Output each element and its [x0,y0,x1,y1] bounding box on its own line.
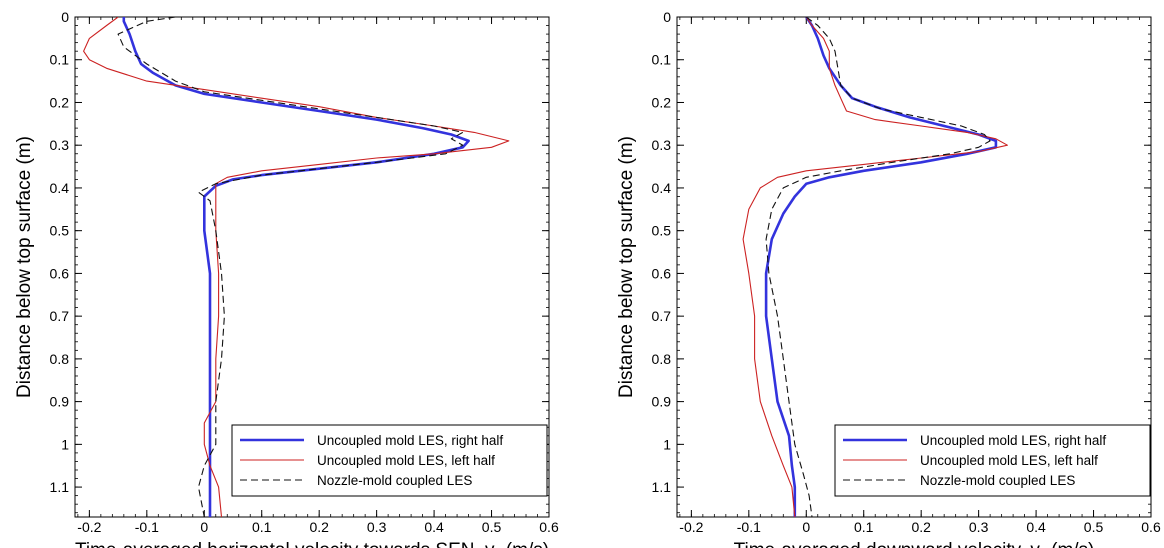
y-tick-label: 0.5 [652,223,672,239]
x-tick-label: -0.1 [135,519,159,535]
y-tick-label: 0.2 [50,94,70,110]
x-tick-label: 0.4 [1026,519,1046,535]
x-tick-label: 0.3 [367,519,387,535]
series-line-2 [117,17,464,517]
chart-downward-velocity: -0.2 -0.1 0 0.1 0.2 0.3 0.4 0.5 0.6 0 0.1 0.2 0.3 0.4… [616,9,1161,548]
legend-label-2: Nozzle-mold coupled LES [317,473,472,488]
y-tick-label: 0 [663,9,671,25]
y-tick-label: 0.1 [50,52,70,68]
y-tick-label: 0.9 [652,394,672,410]
y-tick-label: 0.2 [652,94,672,110]
y-axis-label: Distance below top surface (m) [616,136,637,398]
series-line-1 [83,17,510,517]
y-tick-label: 0.7 [50,308,70,324]
y-tick-label: 0 [61,9,69,25]
x-tick-label: -0.2 [679,519,703,535]
x-tick-label: 0.5 [1084,519,1104,535]
y-tick-label: 0.8 [652,351,672,367]
series-line-2 [765,17,991,517]
x-tick-label: 0 [200,519,208,535]
x-tick-label: 0.3 [969,519,989,535]
x-axis-label: Time-averaged horizontal velocity toward… [75,540,549,548]
y-tick-label: 0.5 [50,223,70,239]
y-tick-label: 1.1 [50,479,70,495]
legend-label-1: Uncoupled mold LES, left half [317,453,495,468]
x-tick-label: 0.1 [854,519,874,535]
legend-label-1: Uncoupled mold LES, left half [920,453,1098,468]
legend-label-0: Uncoupled mold LES, right half [920,433,1106,448]
x-tick-label: 0.1 [252,519,272,535]
series-line-0 [122,17,470,517]
y-tick-label: 0.1 [652,52,672,68]
y-tick-label: 0.3 [652,137,672,153]
y-axis-label: Distance below top surface (m) [14,136,35,398]
plot-frame [74,16,550,518]
x-axis-label: Time-averaged downward velocity, vz (m/s… [734,540,1095,548]
series-line-1 [742,17,1008,517]
x-tick-label: 0.2 [309,519,329,535]
x-tick-label: 0 [802,519,810,535]
x-tick-label: 0.6 [1141,519,1161,535]
y-tick-label: 1.1 [652,479,672,495]
x-tick-label: -0.1 [737,519,761,535]
legend-label-0: Uncoupled mold LES, right half [317,433,503,448]
y-tick-label: 0.8 [50,351,70,367]
chart-horizontal-velocity: -0.2 -0.1 0 0.1 0.2 0.3 0.4 0.5 0.6 0 0.1 0.2 0.3 0.4… [14,9,559,548]
y-tick-label: 1 [663,436,671,452]
x-tick-label: 0.5 [482,519,502,535]
y-tick-label: 0.6 [652,265,672,281]
series-line-0 [764,17,998,517]
legend-label-2: Nozzle-mold coupled LES [920,473,1075,488]
y-tick-label: 0.4 [652,180,672,196]
x-tick-label: 0.6 [539,519,559,535]
y-tick-label: 0.7 [652,308,672,324]
x-tick-label: -0.2 [77,519,101,535]
x-tick-label: 0.4 [424,519,444,535]
y-tick-label: 0.3 [50,137,70,153]
x-tick-label: 0.2 [911,519,931,535]
plot-frame [676,16,1152,518]
y-tick-label: 0.4 [50,180,70,196]
y-tick-label: 1 [61,436,69,452]
y-tick-label: 0.9 [50,394,70,410]
y-tick-label: 0.6 [50,265,70,281]
